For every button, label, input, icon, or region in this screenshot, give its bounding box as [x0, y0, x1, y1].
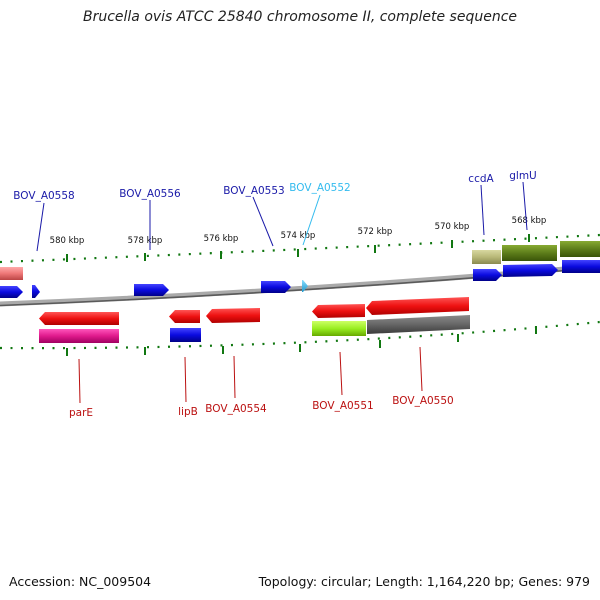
gene-label-bottom[interactable]: BOV_A0551 — [312, 400, 373, 412]
tick-row-top — [0, 233, 600, 264]
label-connector — [419, 346, 423, 392]
tick-label: 568 kbp — [512, 216, 547, 226]
top-labels: BOV_A0558 BOV_A0556 BOV_A0553 BOV_A0552 … — [13, 170, 536, 202]
label-connector — [184, 356, 187, 403]
gene-arrow-forward[interactable] — [261, 281, 291, 293]
gene-feature-olive[interactable] — [502, 245, 557, 261]
bottom-labels: parE lipB BOV_A0554 BOV_A0551 BOV_A0550 — [69, 395, 454, 419]
label-connector — [233, 355, 236, 399]
gene-label-top[interactable]: glmU — [509, 170, 537, 182]
gene-feature-forward[interactable] — [170, 328, 201, 342]
label-connector — [522, 181, 528, 231]
gene-label-bottom[interactable]: BOV_A0554 — [205, 403, 267, 415]
gene-arrow-reverse[interactable] — [169, 310, 200, 323]
gene-feature-pink[interactable] — [0, 267, 23, 280]
reverse-genes — [39, 297, 470, 343]
tick-row-top-dots — [0, 233, 600, 264]
tick-label: 578 kbp — [128, 236, 163, 246]
gene-label-top[interactable]: BOV_A0558 — [13, 190, 74, 202]
tick-row-bottom-dots — [0, 320, 600, 350]
label-connector — [339, 351, 343, 396]
tick-label: 574 kbp — [281, 231, 316, 241]
gene-label-bottom[interactable]: BOV_A0550 — [392, 395, 453, 407]
gene-arrow-reverse[interactable] — [39, 312, 119, 325]
gene-arrow-forward[interactable] — [473, 269, 502, 281]
forward-genes — [0, 241, 600, 298]
gene-arrow-forward[interactable] — [0, 286, 23, 298]
tick-label: 576 kbp — [204, 234, 239, 244]
accession-text: Accession: NC_009504 — [9, 574, 152, 589]
gene-arrow-reverse[interactable] — [366, 297, 469, 315]
gene-feature-forward[interactable] — [562, 260, 600, 273]
gene-label-top[interactable]: BOV_A0553 — [223, 185, 284, 197]
gene-label-bottom[interactable]: lipB — [178, 406, 198, 418]
label-connector — [480, 184, 485, 236]
gene-label-top[interactable]: BOV_A0556 — [119, 188, 181, 200]
gene-label-top[interactable]: ccdA — [468, 173, 494, 185]
map-title: Brucella ovis ATCC 25840 chromosome II, … — [82, 9, 518, 25]
label-connector — [252, 196, 274, 247]
tick-row-bottom — [0, 320, 600, 350]
gene-arrow-reverse[interactable] — [206, 308, 260, 323]
gene-label-bottom[interactable]: parE — [69, 407, 93, 419]
gene-arrow-highlight[interactable] — [302, 280, 308, 292]
label-connector — [78, 358, 81, 404]
gene-arrow-forward[interactable] — [134, 284, 169, 296]
tick-label: 570 kbp — [435, 222, 470, 232]
gene-arrow-forward[interactable] — [503, 264, 558, 277]
gene-label-top-highlight[interactable]: BOV_A0552 — [289, 182, 350, 194]
gene-feature-gray[interactable] — [367, 315, 470, 334]
gene-feature-lime[interactable] — [312, 321, 366, 336]
bottom-label-connectors — [78, 346, 423, 404]
tick-label: 580 kbp — [50, 236, 85, 246]
label-connector — [302, 194, 321, 246]
gene-arrow-reverse[interactable] — [312, 304, 365, 318]
top-label-connectors — [36, 181, 528, 252]
gene-feature-khaki[interactable] — [472, 250, 501, 264]
tick-label: 572 kbp — [358, 227, 393, 237]
label-connector — [36, 202, 45, 252]
major-ticks: 580 kbp 578 kbp 576 kbp 574 kbp 572 kbp … — [50, 216, 547, 356]
gene-feature-magenta[interactable] — [39, 329, 119, 343]
gene-arrow-forward[interactable] — [32, 285, 40, 298]
topology-text: Topology: circular; Length: 1,164,220 bp… — [258, 574, 590, 589]
gene-feature-olive[interactable] — [560, 241, 600, 257]
